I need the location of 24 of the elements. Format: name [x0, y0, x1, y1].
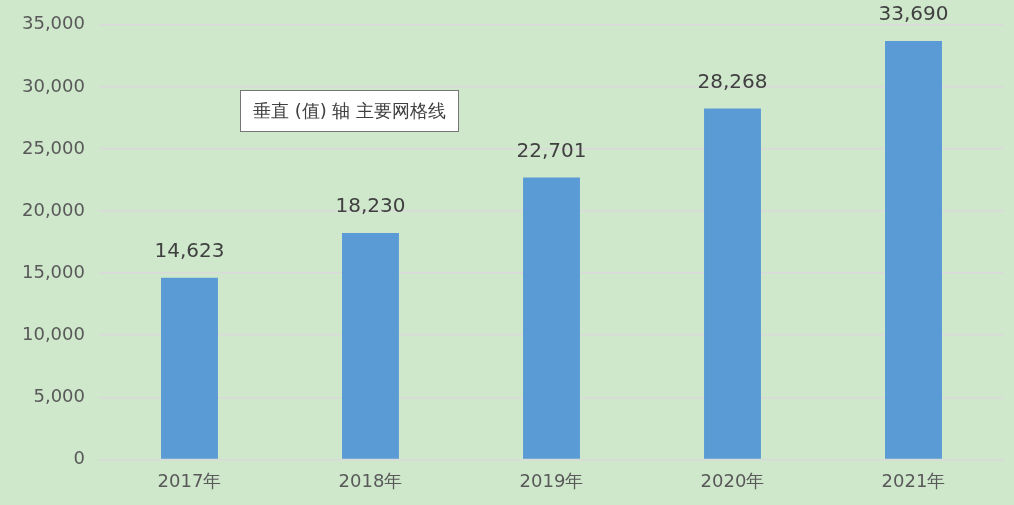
- x-tick-label: 2017年: [157, 469, 222, 491]
- y-tick-label: 10,000: [22, 322, 85, 344]
- x-tick-label: 2021年: [881, 469, 946, 491]
- y-tick-label: 5,000: [33, 384, 85, 406]
- data-label: 33,690: [878, 1, 949, 26]
- bar: [885, 41, 942, 459]
- bar: [342, 233, 399, 459]
- bar: [523, 177, 580, 459]
- data-label: 22,701: [516, 137, 587, 162]
- x-tick-label: 2019年: [519, 469, 584, 491]
- y-tick-label: 30,000: [22, 74, 85, 96]
- data-label: 14,623: [154, 238, 225, 263]
- x-tick-label: 2020年: [700, 469, 765, 491]
- data-label: 18,230: [335, 193, 406, 218]
- data-label: 28,268: [697, 68, 768, 93]
- y-tick-label: 15,000: [22, 260, 85, 282]
- y-tick-label: 25,000: [22, 136, 85, 158]
- bar: [704, 108, 761, 459]
- bar: [161, 277, 218, 459]
- y-tick-label: 35,000: [22, 12, 85, 34]
- y-tick-label: 0: [73, 447, 85, 469]
- y-tick-label: 20,000: [22, 198, 85, 220]
- x-tick-label: 2018年: [338, 469, 403, 491]
- annotation: 垂直 (值) 轴 主要网格线: [240, 90, 460, 132]
